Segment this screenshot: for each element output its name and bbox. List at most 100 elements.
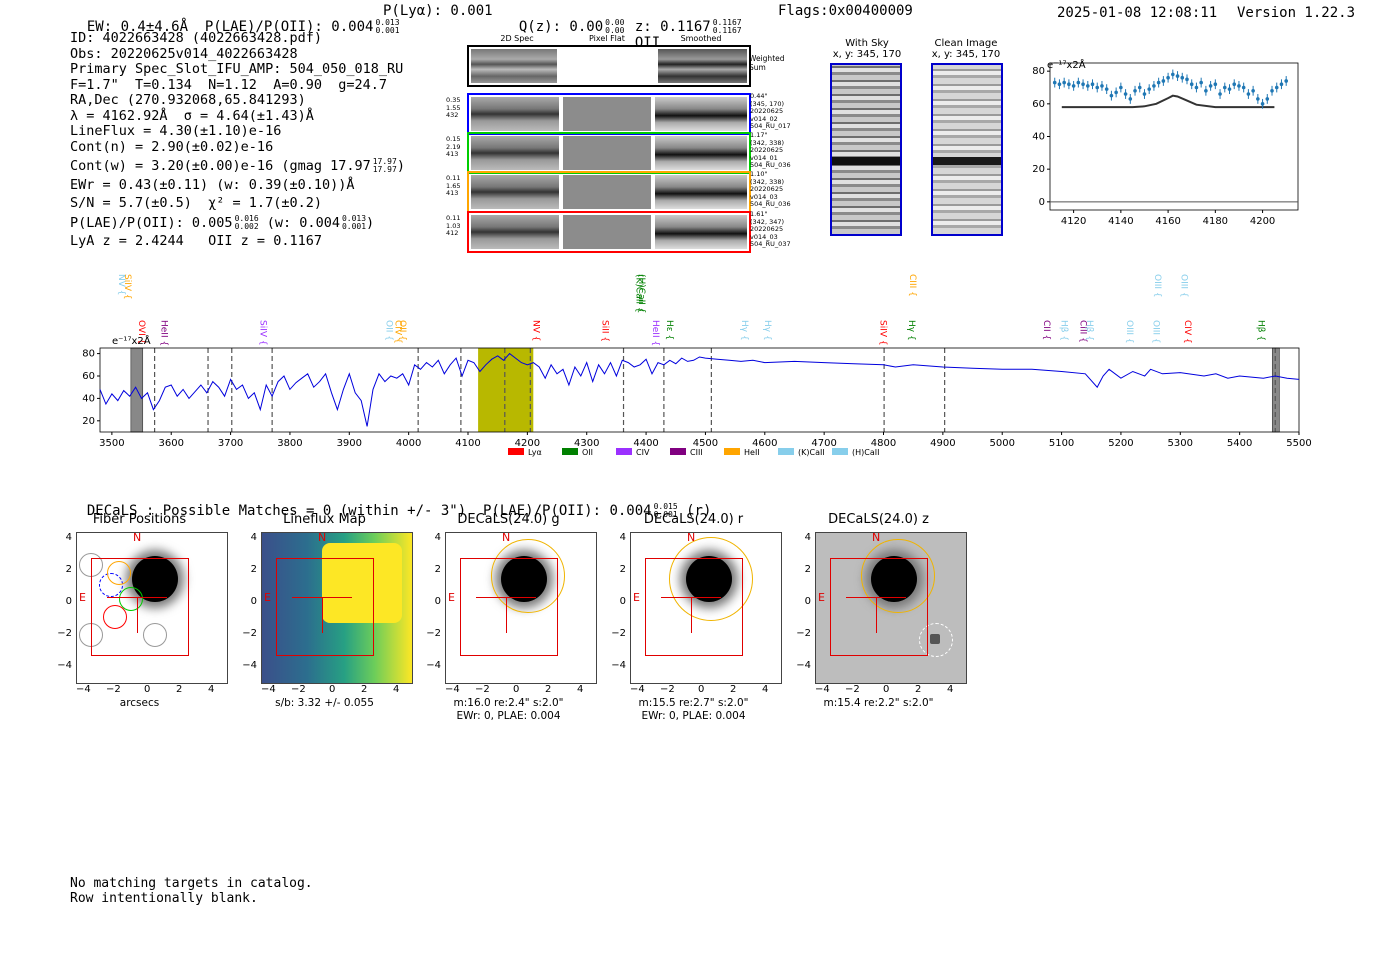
decals-caption-1: m:16.0 re:2.4" s:2.0" [453, 697, 564, 709]
zoom-data-point [1067, 82, 1071, 87]
zoom-data-point [1279, 82, 1284, 87]
full-x-tick-label: 4100 [455, 438, 480, 449]
line-window-band [478, 348, 534, 432]
fiber-smoothed [655, 215, 747, 249]
header-z-text: z: 0.1167 [634, 19, 711, 35]
decals-y-ticks: 4 2 0 −2 −4 [796, 532, 811, 671]
aperture-square [830, 558, 928, 656]
fiber-info: 20220625 [750, 225, 784, 233]
spectral-line-label: Hγ { [762, 320, 772, 341]
spectral-line-label: Hβ { [1059, 320, 1069, 341]
zoom-data-point [1109, 93, 1114, 98]
decals-x-ticks: −4 −2 0 2 4 [261, 684, 400, 695]
zoom-data-point [1147, 87, 1151, 91]
legend-label: CIV [636, 448, 650, 457]
secondary-source [930, 634, 940, 644]
zoom-line-chart: 4120 4140 4160 4180 4200 0 20 40 60 80 [1032, 62, 1299, 227]
zoom-data-point [1270, 88, 1274, 93]
zoom-data-point [1137, 85, 1142, 90]
fiber-frame [467, 132, 751, 174]
legend-swatch [832, 448, 848, 455]
fiber-2dspec [471, 175, 559, 209]
spectral-line-label: (H)CaII { [636, 274, 646, 314]
full-x-tick-label: 5500 [1286, 438, 1311, 449]
spectral-line-label: OIII { [1151, 320, 1161, 344]
full-x-tick-label: 4600 [752, 438, 777, 449]
info-contw: Cont(w) = 3.20(±0.00)e-16 (gmag 17.97 17.… [70, 157, 405, 174]
full-x-tick-label: 5200 [1108, 438, 1133, 449]
zoom-data-point [1062, 80, 1066, 85]
fiber-info: 20220625 [750, 146, 784, 154]
zoom-data-point [1095, 85, 1100, 90]
full-x-tick-label: 3900 [337, 438, 362, 449]
zoom-data-point [1237, 84, 1241, 88]
fiber-stat: 0.11 [446, 174, 461, 182]
zoom-data-point [1161, 79, 1166, 83]
spectrum-line [99, 352, 1300, 427]
zoom-data-point [1152, 84, 1156, 88]
spectral-line-label: OIII { [1152, 274, 1162, 298]
decals-caption-1: m:15.5 re:2.7" s:2.0" [638, 697, 749, 709]
info-fit: F=1.7" T=0.134 N=1.12 A=0.90 g=24.7 [70, 76, 387, 93]
full-y-tick-label: 40 [82, 393, 95, 404]
fiber-ring [119, 587, 143, 611]
spectral-line-label: CIV { [393, 320, 403, 344]
crosshair-v [876, 597, 877, 633]
spec2d-col-title-3: Smoothed [680, 34, 722, 43]
header-z-sup: 0.1167 [712, 18, 742, 27]
spectral-line-label: Hγ { [906, 320, 916, 341]
fiber-2dspec [471, 215, 559, 249]
spec2d-col-title-1: 2D Spec [500, 34, 534, 43]
decals-image: N E [445, 532, 597, 684]
spectral-line-label: CIII { [1078, 320, 1088, 343]
zoom-data-point [1128, 97, 1133, 101]
info-sn: S/N = 5.7(±0.5) χ² = 1.7(±0.2) [70, 195, 322, 211]
info-plae-w: (w: 0.004 [266, 214, 340, 231]
zoom-model-curve [1061, 94, 1275, 109]
spectral-line-label: SiIV { [878, 320, 888, 346]
north-label: N [687, 532, 696, 544]
fiber-pixel-flat [563, 97, 651, 131]
fiber-info: 1.17" [750, 131, 768, 139]
decals-y-ticks: 4 2 0 −2 −4 [242, 532, 257, 671]
decals-panel-z: DECaLS(24.0) z N E 4 2 0 −2 −4 −4 [791, 512, 967, 727]
spectral-line-label: OIII { [1179, 274, 1189, 298]
decals-panel-r: DECaLS(24.0) r N E 4 2 0 −2 −4 −4 −2 [606, 512, 782, 727]
zoom-data-point [1213, 82, 1218, 87]
zoom-data-point [1274, 85, 1279, 90]
full-x-tick-label: 4300 [574, 438, 599, 449]
info-lineflux: LineFlux = 4.30(±1.10)e-16 [70, 123, 282, 139]
fiber-info: 504_RU_036 [750, 200, 791, 208]
decals-x-ticks: −4 −2 0 2 4 [630, 684, 769, 695]
fiber-right-info: 1.10" (342, 338) 20220625 v014_03 504_RU… [750, 170, 794, 209]
weighted-sum-strip [467, 45, 751, 87]
fiber-stat: 2.19 [446, 142, 461, 151]
north-label: N [318, 532, 327, 544]
zoom-data-point [1166, 75, 1170, 80]
fiber-left-stats: 0.11 1.03 412 [446, 214, 470, 238]
decals-x-ticks: −4 −2 0 2 4 [815, 684, 954, 695]
zoom-data-point [1256, 97, 1260, 101]
fiber-info: (342, 347) [750, 217, 785, 226]
zoom-data-point [1123, 92, 1128, 96]
footer-text: No matching targets in catalog. Row inte… [70, 876, 313, 906]
fiber-right-info: 0.44" (345, 170) 20220625 v014_02 504_RU… [750, 92, 794, 131]
fiber-info: 1.10" [750, 170, 768, 178]
withsky-xy: x, y: 345, 170 [832, 49, 902, 60]
zoom-x-tick-label: 4120 [1061, 216, 1086, 227]
fiber-info: (342, 338) [750, 177, 785, 186]
zoom-data-point [1260, 102, 1265, 106]
header-z-sub: 0.1167 [712, 26, 742, 35]
header-qz-sup: 0.00 [605, 18, 625, 27]
zoom-data-point [1251, 88, 1255, 93]
header-datetime: 2025-01-08 12:08:11 [1057, 5, 1218, 21]
fiber-pixel-flat [563, 136, 651, 170]
east-label: E [264, 591, 271, 604]
spectral-line-label: NV { [116, 274, 126, 295]
info-contn: Cont(n) = 2.90(±0.02)e-16 [70, 138, 274, 155]
zoom-data-point [1189, 82, 1194, 87]
header-plae-sup: 0.013 [375, 18, 400, 27]
fiber-stat: 413 [446, 150, 459, 158]
zoom-x-tick-label: 4140 [1108, 216, 1133, 227]
fiber-row: 0.35 1.55 432 0.44" (345, 170) 20220625 … [440, 92, 791, 135]
